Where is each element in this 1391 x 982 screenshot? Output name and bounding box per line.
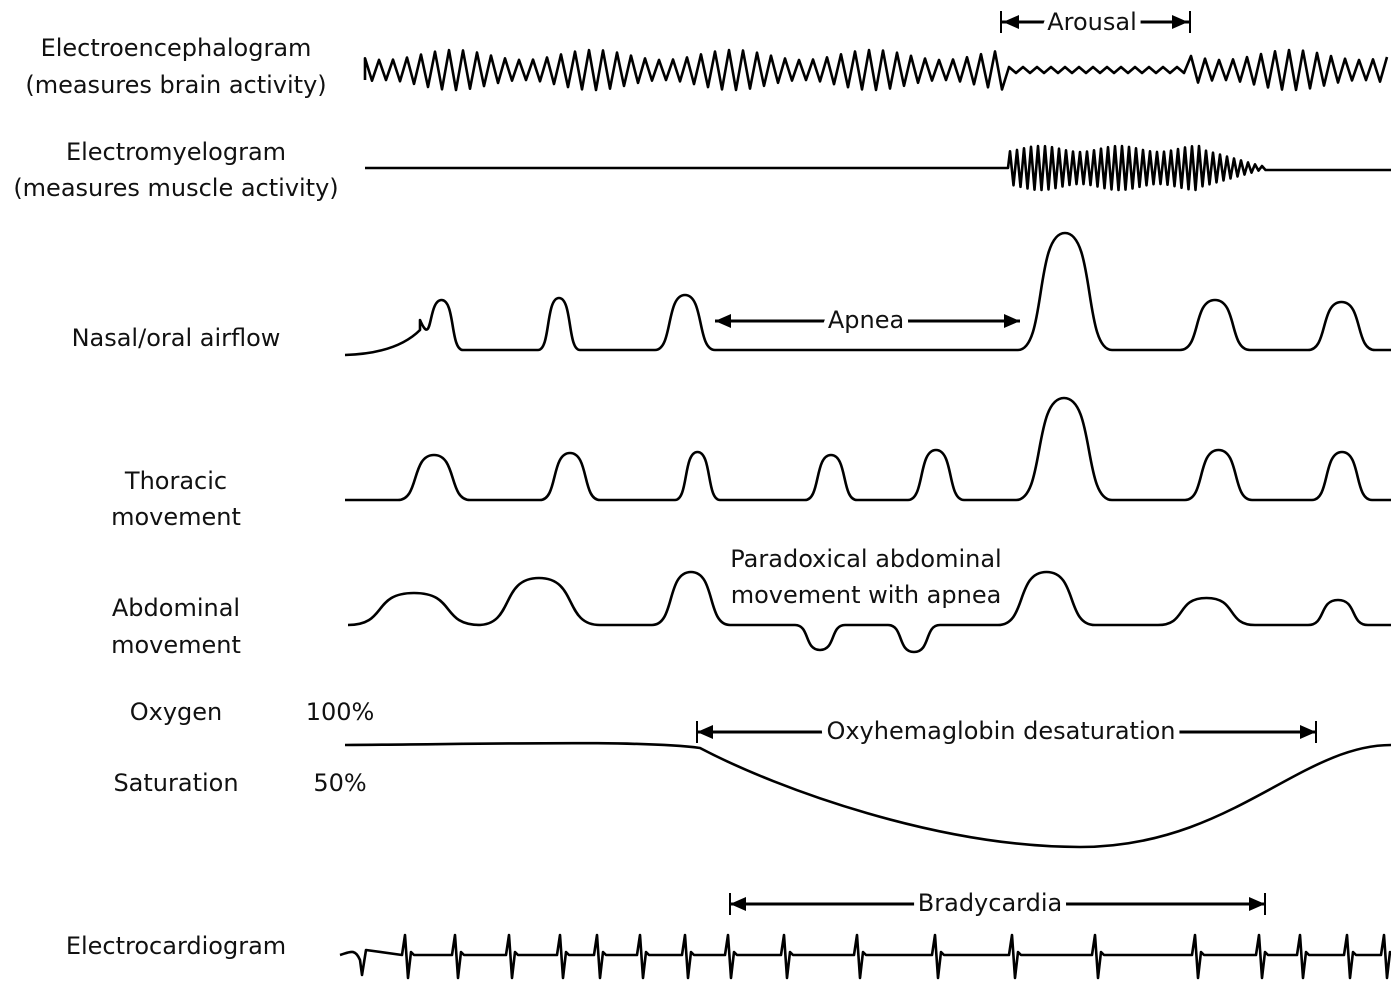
- channel-label: Electrocardiogram: [66, 932, 286, 960]
- waveform: [344, 231, 1391, 357]
- annotation: movement with apnea: [731, 581, 1002, 609]
- waveform: [363, 48, 1389, 92]
- scale-label: 100%: [306, 698, 375, 726]
- annotation: Arousal: [1047, 8, 1137, 36]
- arrow-head: [715, 314, 731, 328]
- channel-label: Saturation: [113, 769, 238, 797]
- annotation: Oxyhemaglobin desaturation: [826, 717, 1175, 745]
- waveform: [344, 741, 1391, 849]
- arrow-head: [1003, 15, 1019, 29]
- arrow-head: [1300, 725, 1316, 739]
- channel-label: (measures muscle activity): [13, 174, 338, 202]
- waveform: [345, 396, 1391, 502]
- annotation: Paradoxical abdominal: [730, 545, 1001, 573]
- channel-label: Oxygen: [130, 698, 223, 726]
- channel-label: Nasal/oral airflow: [72, 324, 281, 352]
- channel-label: Thoracic: [124, 467, 227, 495]
- waveform: [347, 570, 1391, 654]
- arrow-head: [697, 725, 713, 739]
- channel-label: Electroencephalogram: [41, 34, 312, 62]
- channel-label: Electromyelogram: [66, 138, 286, 166]
- annotation: Apnea: [828, 306, 904, 334]
- annotation: Bradycardia: [918, 889, 1062, 917]
- channel-label: Abdominal: [112, 594, 240, 622]
- channel-label: (measures brain activity): [25, 71, 326, 99]
- arrow-head: [1172, 15, 1188, 29]
- arrow-head: [730, 897, 746, 911]
- waveform: [365, 144, 1391, 192]
- channel-label: movement: [111, 631, 241, 659]
- scale-label: 50%: [313, 769, 366, 797]
- arrow-head: [1004, 314, 1020, 328]
- waveforms: [339, 11, 1391, 980]
- waveform: [339, 933, 1391, 980]
- arrow-head: [1249, 897, 1265, 911]
- channel-label: movement: [111, 503, 241, 531]
